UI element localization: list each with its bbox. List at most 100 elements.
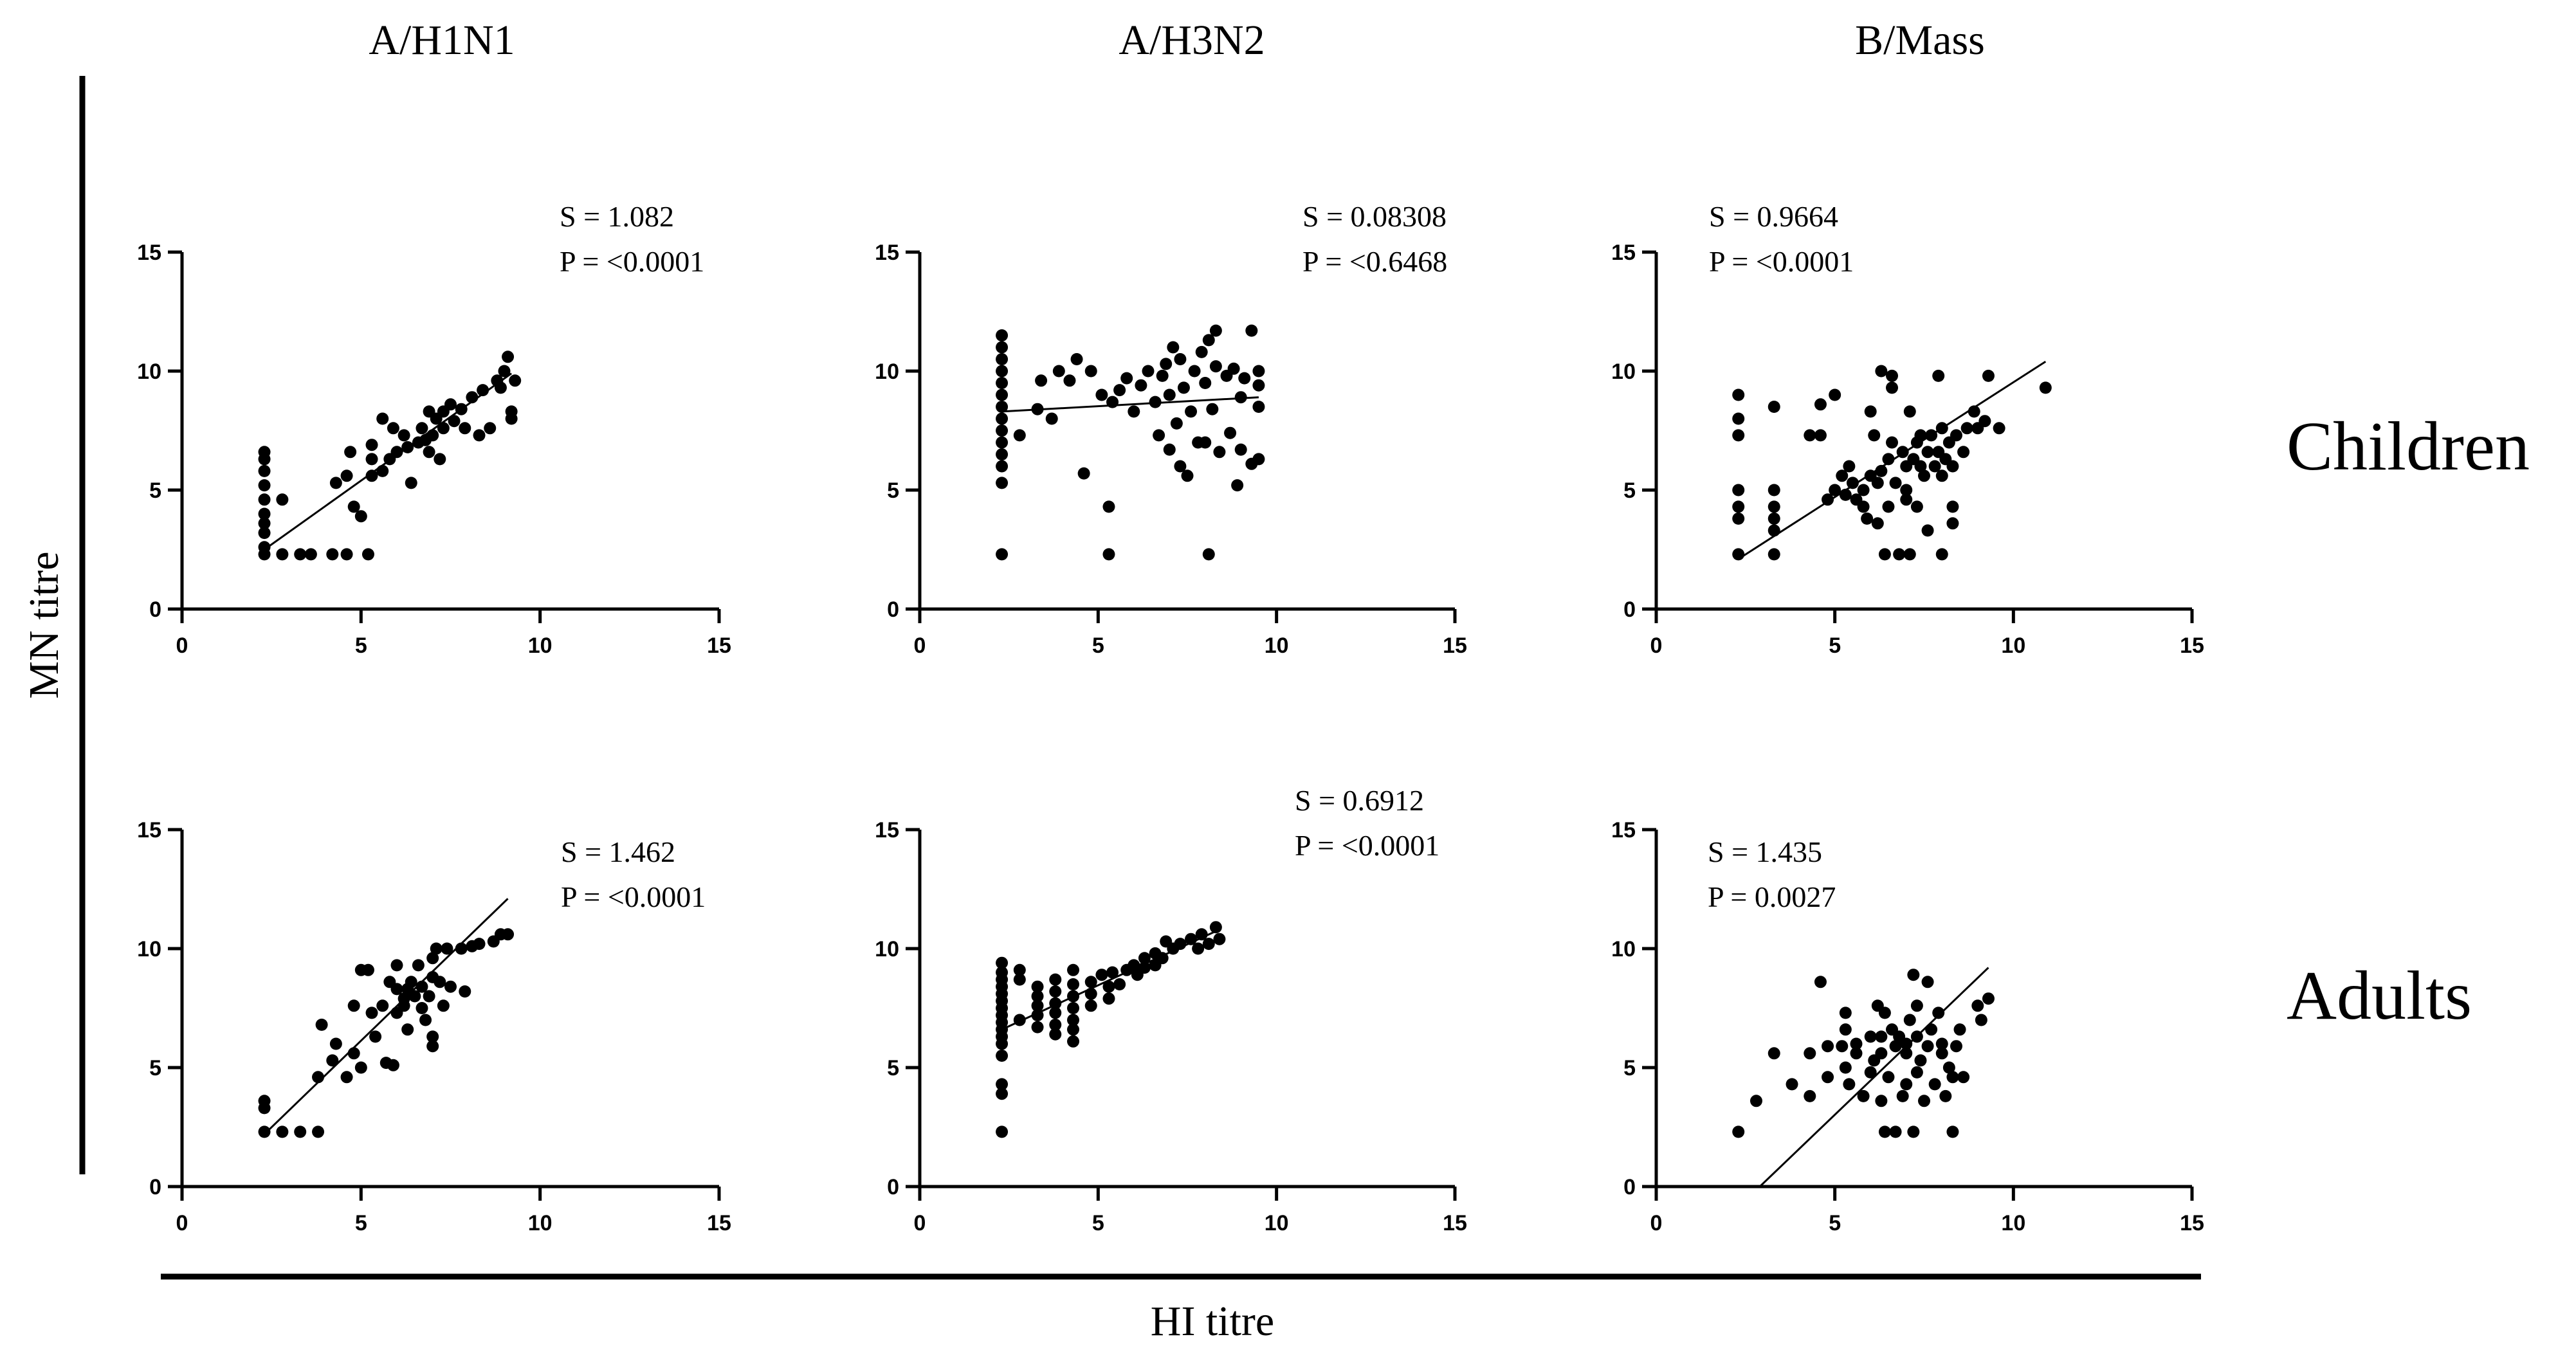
data-point — [1174, 353, 1187, 365]
data-point — [1843, 1078, 1856, 1091]
data-point — [444, 980, 457, 993]
data-point — [423, 990, 435, 1003]
data-point — [1202, 548, 1215, 561]
data-point — [1875, 464, 1888, 477]
data-point — [365, 439, 378, 451]
data-point — [1181, 469, 1194, 482]
data-point — [1829, 484, 1841, 496]
data-point — [258, 493, 271, 506]
data-point — [1914, 460, 1927, 473]
data-point — [1914, 1054, 1927, 1067]
x-tick-label: 5 — [355, 1211, 367, 1235]
data-point — [1921, 1040, 1934, 1053]
data-point — [505, 412, 518, 425]
data-point — [426, 952, 439, 965]
data-point — [1031, 980, 1044, 993]
data-point — [1889, 1040, 1902, 1053]
data-point — [1839, 1023, 1852, 1036]
data-point — [340, 1071, 353, 1084]
data-point — [1084, 976, 1097, 988]
data-point — [996, 412, 1009, 425]
y-tick-label: 10 — [137, 937, 161, 961]
data-point — [1868, 429, 1881, 442]
data-point — [1174, 460, 1187, 473]
data-point — [258, 479, 271, 492]
data-point — [408, 990, 421, 1003]
data-point — [459, 422, 471, 435]
data-point — [1878, 548, 1891, 561]
x-tick-label: 0 — [1650, 633, 1663, 658]
data-point — [347, 1047, 360, 1060]
p-value-label: P = <0.0001 — [1709, 245, 1854, 278]
data-point — [276, 493, 289, 506]
data-point — [996, 353, 1009, 365]
data-point — [1170, 417, 1183, 430]
data-point — [347, 999, 360, 1012]
data-point — [1749, 1095, 1762, 1107]
data-point — [1768, 401, 1780, 413]
data-point — [376, 999, 389, 1012]
data-point — [1932, 1006, 1945, 1019]
data-point — [1900, 1037, 1913, 1050]
data-point — [1013, 429, 1026, 442]
data-point — [1882, 453, 1895, 466]
scatter-panels: 0 5 10 15 0 5 10 15 S = 1.082 P = <0.0001 0 5 10 15 0 5… — [137, 200, 2204, 1235]
data-point — [1857, 484, 1870, 496]
data-point — [1878, 1125, 1891, 1138]
data-point — [1206, 403, 1219, 415]
data-point — [1921, 446, 1934, 459]
slope-label: S = 1.082 — [560, 200, 674, 233]
data-point — [473, 938, 486, 951]
data-point — [1950, 1040, 1962, 1053]
data-point — [1070, 353, 1083, 365]
panel-children-a-h1n1: 0 5 10 15 0 5 10 15 S = 1.082 P = <0.0001 — [137, 200, 731, 658]
data-point — [1234, 391, 1247, 404]
data-point — [1049, 973, 1062, 986]
data-point — [1067, 1014, 1080, 1026]
x-tick-label: 5 — [1092, 633, 1104, 658]
regression-line — [1759, 967, 1989, 1188]
data-point — [437, 999, 450, 1012]
data-point — [1946, 517, 1959, 530]
data-point — [1903, 548, 1916, 561]
data-point — [1732, 484, 1745, 496]
data-point — [996, 956, 1009, 969]
y-tick-label: 0 — [1623, 597, 1636, 622]
x-tick-label: 10 — [2001, 1211, 2025, 1235]
data-point — [1900, 484, 1913, 496]
data-point — [294, 548, 307, 561]
data-point — [1167, 341, 1180, 354]
data-point — [1978, 415, 1991, 428]
data-point — [1975, 1014, 1987, 1026]
data-point — [459, 985, 471, 998]
data-point — [390, 983, 403, 996]
data-point — [996, 329, 1009, 342]
data-point — [996, 1125, 1009, 1138]
y-tick-label: 0 — [887, 1175, 899, 1199]
row-label-children: Children — [2287, 408, 2530, 485]
data-point — [1946, 1125, 1959, 1138]
data-point — [1732, 388, 1745, 401]
data-point — [1907, 1125, 1920, 1138]
data-point — [448, 415, 461, 428]
data-point — [1946, 500, 1959, 513]
data-point — [1067, 1035, 1080, 1048]
y-tick-label: 15 — [875, 818, 899, 842]
data-point — [1960, 422, 1973, 435]
data-point — [1209, 360, 1222, 373]
data-point — [347, 500, 360, 513]
x-tick-label: 0 — [176, 1211, 188, 1235]
data-point — [1886, 436, 1899, 449]
data-point — [1871, 517, 1884, 530]
data-point — [1234, 443, 1247, 456]
data-point — [434, 453, 446, 466]
data-point — [365, 453, 378, 466]
data-point — [1768, 548, 1780, 561]
data-point — [1971, 999, 1984, 1012]
data-point — [419, 1014, 432, 1026]
data-point — [1049, 1006, 1062, 1019]
y-tick-label: 5 — [887, 1056, 899, 1080]
panel-adults-b-mass: 0 5 10 15 0 5 10 15 S = 1.435 P = 0.0027 — [1611, 818, 2204, 1235]
data-point — [276, 1125, 289, 1138]
